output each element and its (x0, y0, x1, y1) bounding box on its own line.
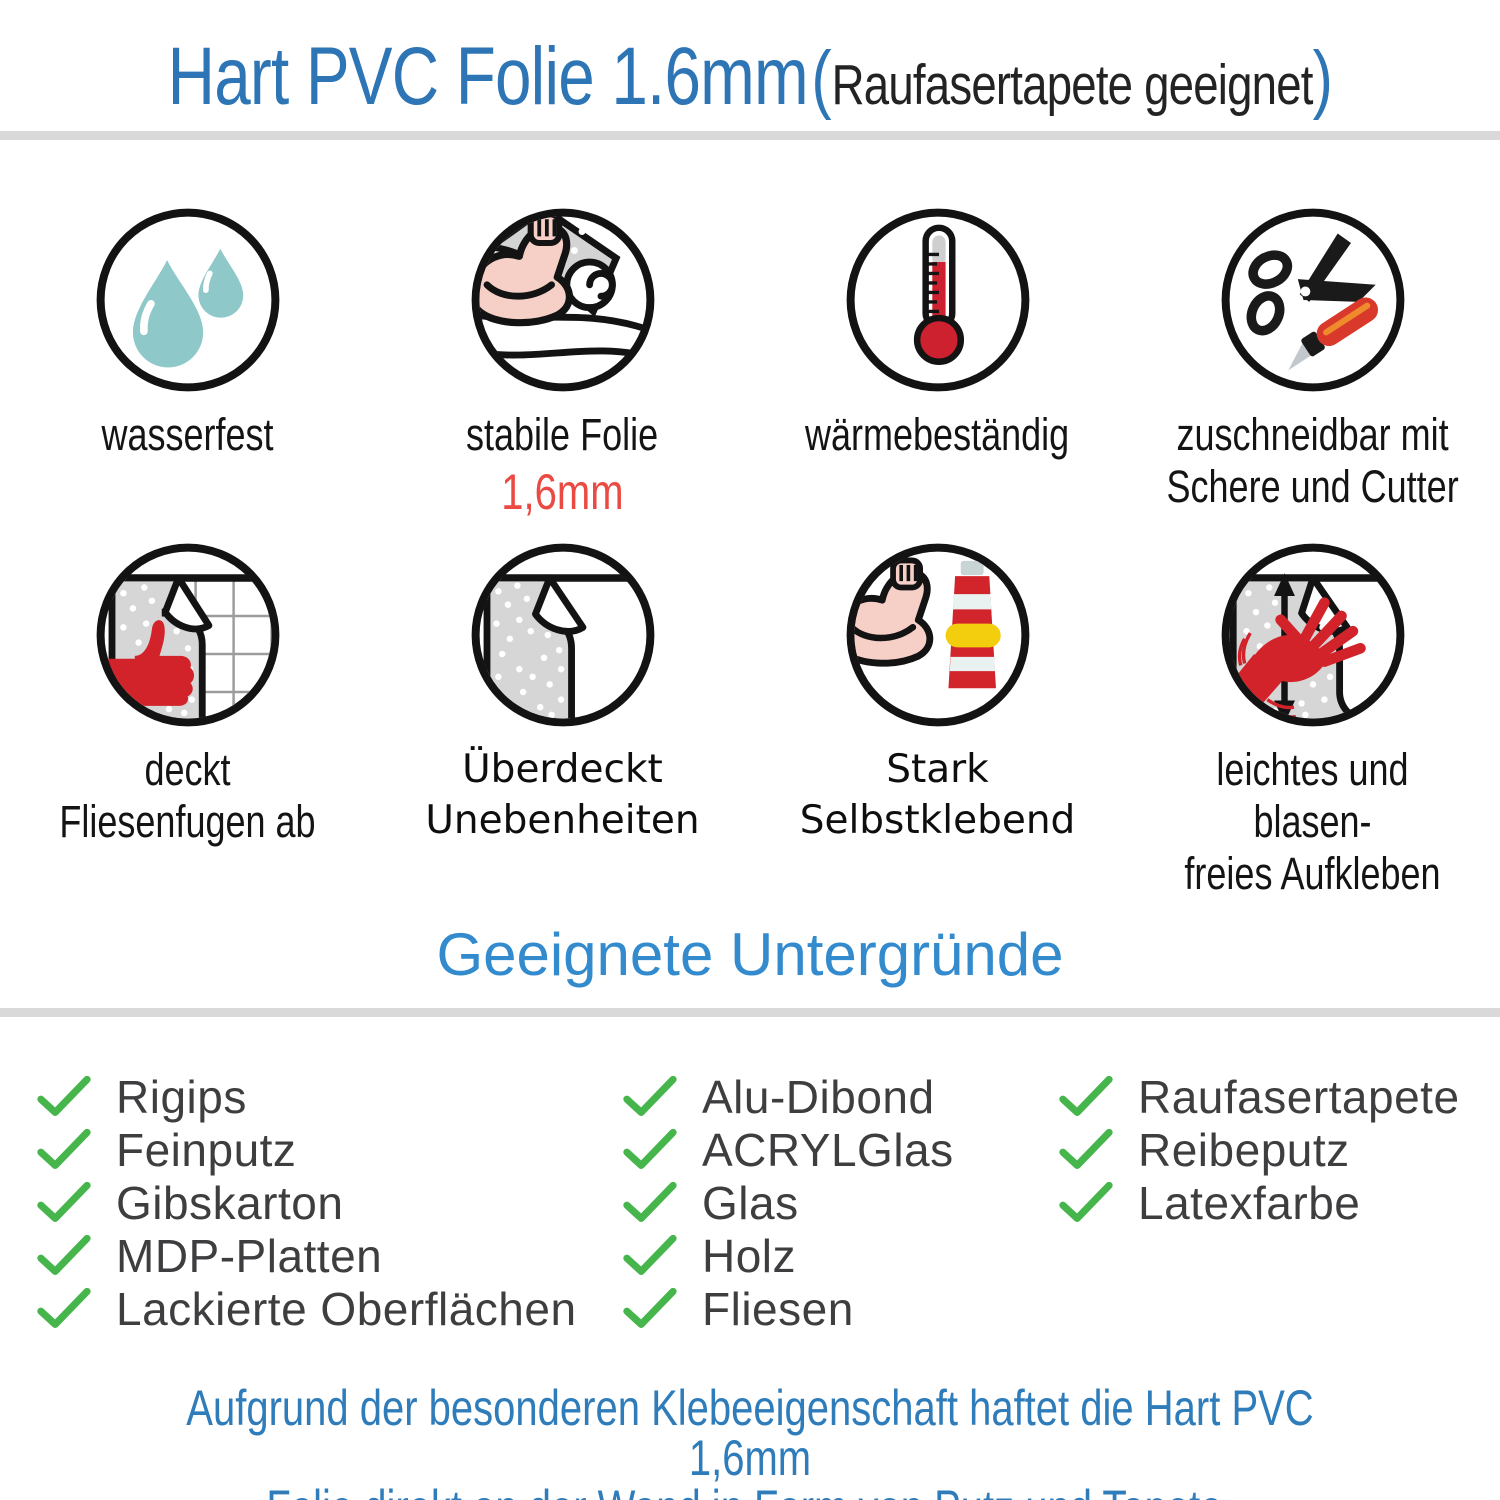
surface-item: Alu-Dibond (622, 1070, 954, 1123)
surface-item: Reibeputz (1058, 1123, 1460, 1176)
page-title: Hart PVC Folie 1.6mm (Raufasertapete gee… (0, 30, 1500, 124)
footer-line-1: Aufgrund der besonderen Klebeeigenschaft… (186, 1380, 1314, 1486)
title-paren-close: ) (1312, 36, 1333, 121)
feature-selbstklebend: Stark Selbstklebend (750, 540, 1125, 847)
surface-item: Latexfarbe (1058, 1176, 1460, 1229)
surface-item: Holz (622, 1229, 954, 1282)
feature-label: wasserfest (101, 409, 274, 460)
title-paren-open: ( (811, 36, 832, 121)
divider-surfaces (0, 1008, 1500, 1017)
check-icon (1059, 1181, 1113, 1222)
scissors-cutter-icon (1125, 205, 1500, 395)
feature-label: deckt Fliesenfugen ab (59, 744, 316, 848)
feature-zuschneidbar: zuschneidbar mit Schere und Cutter (1125, 205, 1500, 513)
feature-wasserfest: wasserfest (0, 205, 375, 461)
surfaces-column-2: Alu-Dibond ACRYLGlas Glas Holz Fliesen (622, 1070, 954, 1335)
check-icon (623, 1234, 677, 1275)
surface-item: Glas (622, 1176, 954, 1229)
feature-stabile-folie: stabile Folie 1,6mm (375, 205, 750, 521)
check-icon (37, 1128, 91, 1169)
check-icon (623, 1075, 677, 1116)
check-icon (623, 1181, 677, 1222)
check-icon (37, 1075, 91, 1116)
check-icon (37, 1181, 91, 1222)
feature-label: leichtes und blasen-freies Aufkleben (1184, 744, 1441, 900)
check-icon (1059, 1075, 1113, 1116)
feature-fliesenfugen: deckt Fliesenfugen ab (0, 540, 375, 848)
surface-item: Feinputz (36, 1123, 577, 1176)
hand-smooth-icon (1125, 540, 1500, 730)
water-drops-icon (0, 205, 375, 395)
surface-item: Gibskarton (36, 1176, 577, 1229)
feature-label: Überdeckt Unebenheiten (425, 747, 700, 844)
feature-aufkleben: leichtes und blasen-freies Aufkleben (1125, 540, 1500, 901)
surface-item: Rigips (36, 1070, 577, 1123)
surface-item: Fliesen (622, 1282, 954, 1335)
check-icon (37, 1287, 91, 1328)
foil-fold-icon (375, 540, 750, 730)
footer-line-2: Folie direkt an der Wand in Form von Put… (150, 1483, 1350, 1500)
feature-label: stabile Folie (466, 409, 659, 460)
surface-item: Lackierte Oberflächen (36, 1282, 577, 1335)
footer-note: Aufgrund der besonderen Klebeeigenschaft… (0, 1383, 1500, 1500)
feature-label: wärmebeständig (805, 409, 1070, 460)
thermometer-icon (750, 205, 1125, 395)
divider-top (0, 131, 1500, 140)
check-icon (623, 1287, 677, 1328)
muscle-glue-icon (750, 540, 1125, 730)
feature-label: Stark Selbstklebend (799, 747, 1076, 844)
feature-unebenheiten: Überdeckt Unebenheiten (375, 540, 750, 847)
title-main: Hart PVC Folie 1.6mm (167, 31, 808, 122)
feature-label: zuschneidbar mit Schere und Cutter (1166, 409, 1459, 513)
surface-item: ACRYLGlas (622, 1123, 954, 1176)
surface-item: MDP-Platten (36, 1229, 577, 1282)
surfaces-column-1: Rigips Feinputz Gibskarton MDP-Platten L… (36, 1070, 577, 1335)
feature-waermebestaendig: wärmebeständig (750, 205, 1125, 461)
tile-thumb-icon (0, 540, 375, 730)
surfaces-column-3: Raufasertapete Reibeputz Latexfarbe (1058, 1070, 1460, 1229)
feature-sublabel-thickness: 1,6mm (501, 464, 624, 521)
check-icon (1059, 1128, 1113, 1169)
title-paren-text: Raufasertapete geeignet (831, 53, 1313, 117)
check-icon (37, 1234, 91, 1275)
muscle-foil-icon (375, 205, 750, 395)
surfaces-heading: Geeignete Untergründe (436, 921, 1064, 988)
surface-item: Raufasertapete (1058, 1070, 1460, 1123)
check-icon (623, 1128, 677, 1169)
